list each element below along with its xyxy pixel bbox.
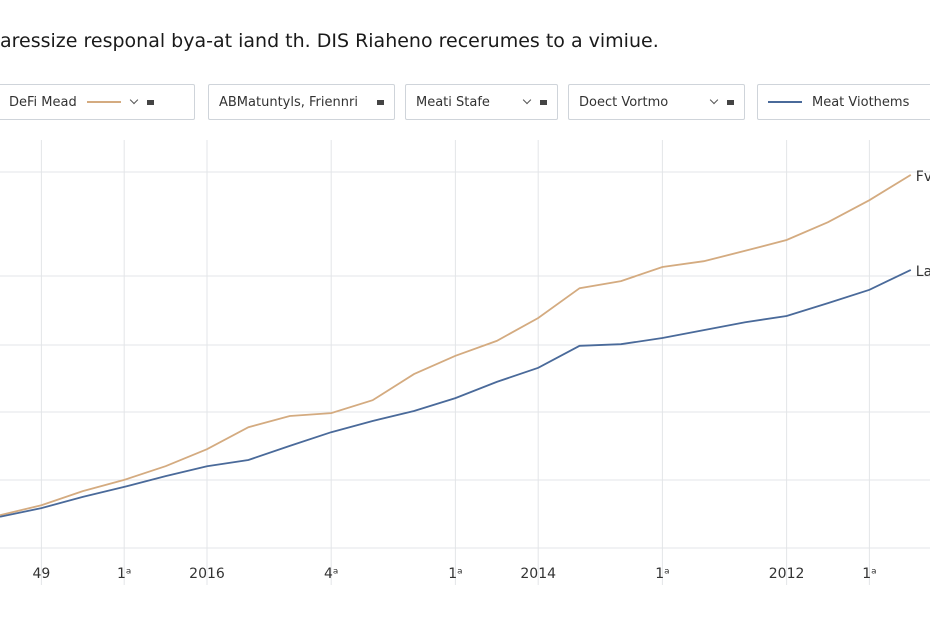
chevron [522,95,532,105]
line-swatch [768,101,802,103]
page-title: aressize responal bya-at iand th. DIS Ri… [0,30,659,52]
dropdown-label: Doect Vortmo [579,94,669,110]
x-tick-label: 1ᵃ [655,566,669,582]
icon [727,99,734,105]
x-tick-label: 2012 [769,566,805,582]
series-dropdown[interactable]: ABMatuntyls, Friennri [208,84,395,120]
icon [377,99,384,105]
series-dropdown[interactable]: Meat Viothems [757,84,930,120]
dropdown-label: Meat Viothems [812,94,910,110]
dropdown-label: DeFi Mead [9,94,77,110]
line-swatch [86,101,121,103]
series-line [0,269,912,518]
series-end-label: La [916,264,930,280]
series-end-label: Fv [916,169,930,185]
series-dropdown[interactable]: Doect Vortmo [568,84,745,120]
series-line [0,174,912,517]
icon [540,99,547,105]
chevron [129,95,138,105]
x-tick-label: 2014 [520,566,556,582]
x-tick-label: 2016 [189,566,225,582]
x-tick-label: 49 [32,566,50,582]
series-dropdown[interactable]: DeFi Mead [0,84,195,120]
dropdown-label: ABMatuntyls, Friennri [219,94,358,110]
chevron [709,95,719,105]
x-tick-label: 4ᵃ [324,566,338,582]
series-dropdown[interactable]: Meati Stafe [405,84,558,120]
x-tick-label: 1ᵃ [862,566,876,582]
dropdown-label: Meati Stafe [416,94,490,110]
x-tick-label: 1ᵃ [448,566,462,582]
x-tick-label: 1ᵃ [117,566,131,582]
icon [146,99,154,105]
